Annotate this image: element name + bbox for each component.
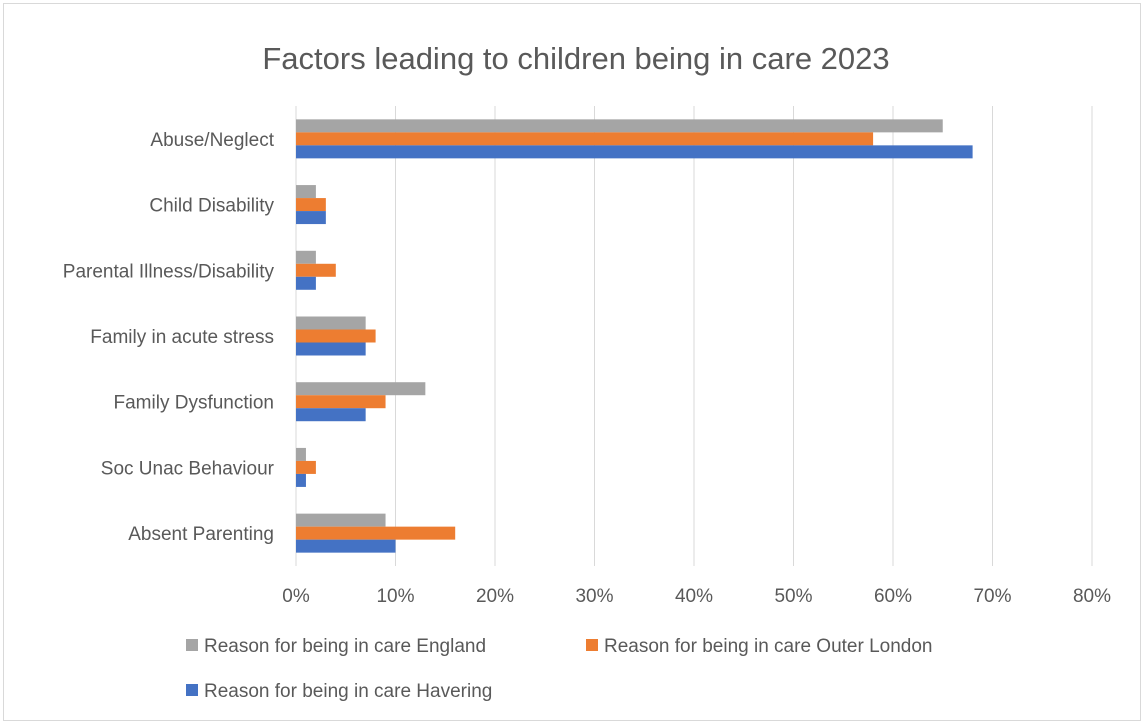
bar [296,211,326,225]
bar [296,263,336,277]
bar [296,513,386,527]
bar [296,119,943,133]
x-axis-ticks: 0% 10% 20% 30% 40% 50% 60% 70% 80% [282,586,1111,607]
x-tick-label: 40% [675,586,713,607]
legend-swatch [586,639,598,651]
x-tick-label: 30% [575,586,613,607]
x-tick-label: 0% [282,586,310,607]
bar [296,185,316,199]
chart-title: Factors leading to children being in car… [262,41,889,76]
chart-svg: Factors leading to children being in car… [63,41,1111,702]
bar [296,473,306,487]
bar-layer [296,119,973,553]
bar [296,526,456,540]
legend-label: Reason for being in care Havering [204,681,492,702]
bar [296,145,973,159]
bar [296,276,316,290]
bar [296,198,326,212]
category-label: Family Dysfunction [114,393,275,414]
x-tick-label: 60% [874,586,912,607]
x-tick-label: 70% [973,586,1011,607]
legend-label: Reason for being in care England [204,636,486,657]
bar [296,447,306,461]
bar [296,382,426,396]
legend-swatch [186,639,198,651]
legend-label: Reason for being in care Outer London [604,636,933,657]
x-tick-label: 10% [376,586,414,607]
bar [296,539,396,553]
category-label: Child Disability [149,196,274,217]
category-labels: Abuse/Neglect Child Disability Parental Il… [63,130,275,545]
grid-layer [295,106,1093,566]
legend-entry: Reason for being in care Havering [186,681,492,702]
legend-swatch [186,684,198,696]
legend-entry: Reason for being in care England [186,636,486,657]
bar [296,342,366,356]
chart-frame: Factors leading to children being in car… [3,3,1141,721]
category-label: Abuse/Neglect [150,130,274,151]
legend: Reason for being in care England Reason f… [186,636,933,702]
bar [296,132,874,146]
category-label: Family in acute stress [90,327,274,348]
category-label: Parental Illness/Disability [63,261,275,282]
bar [296,329,376,343]
category-label: Absent Parenting [128,524,274,545]
bar [296,316,366,330]
bar [296,250,316,264]
legend-entry: Reason for being in care Outer London [586,636,933,657]
x-tick-label: 80% [1073,586,1111,607]
x-tick-label: 50% [774,586,812,607]
x-tick-label: 20% [476,586,514,607]
bar [296,395,386,409]
bar [296,460,316,474]
bar [296,408,366,422]
category-label: Soc Unac Behaviour [101,458,275,479]
